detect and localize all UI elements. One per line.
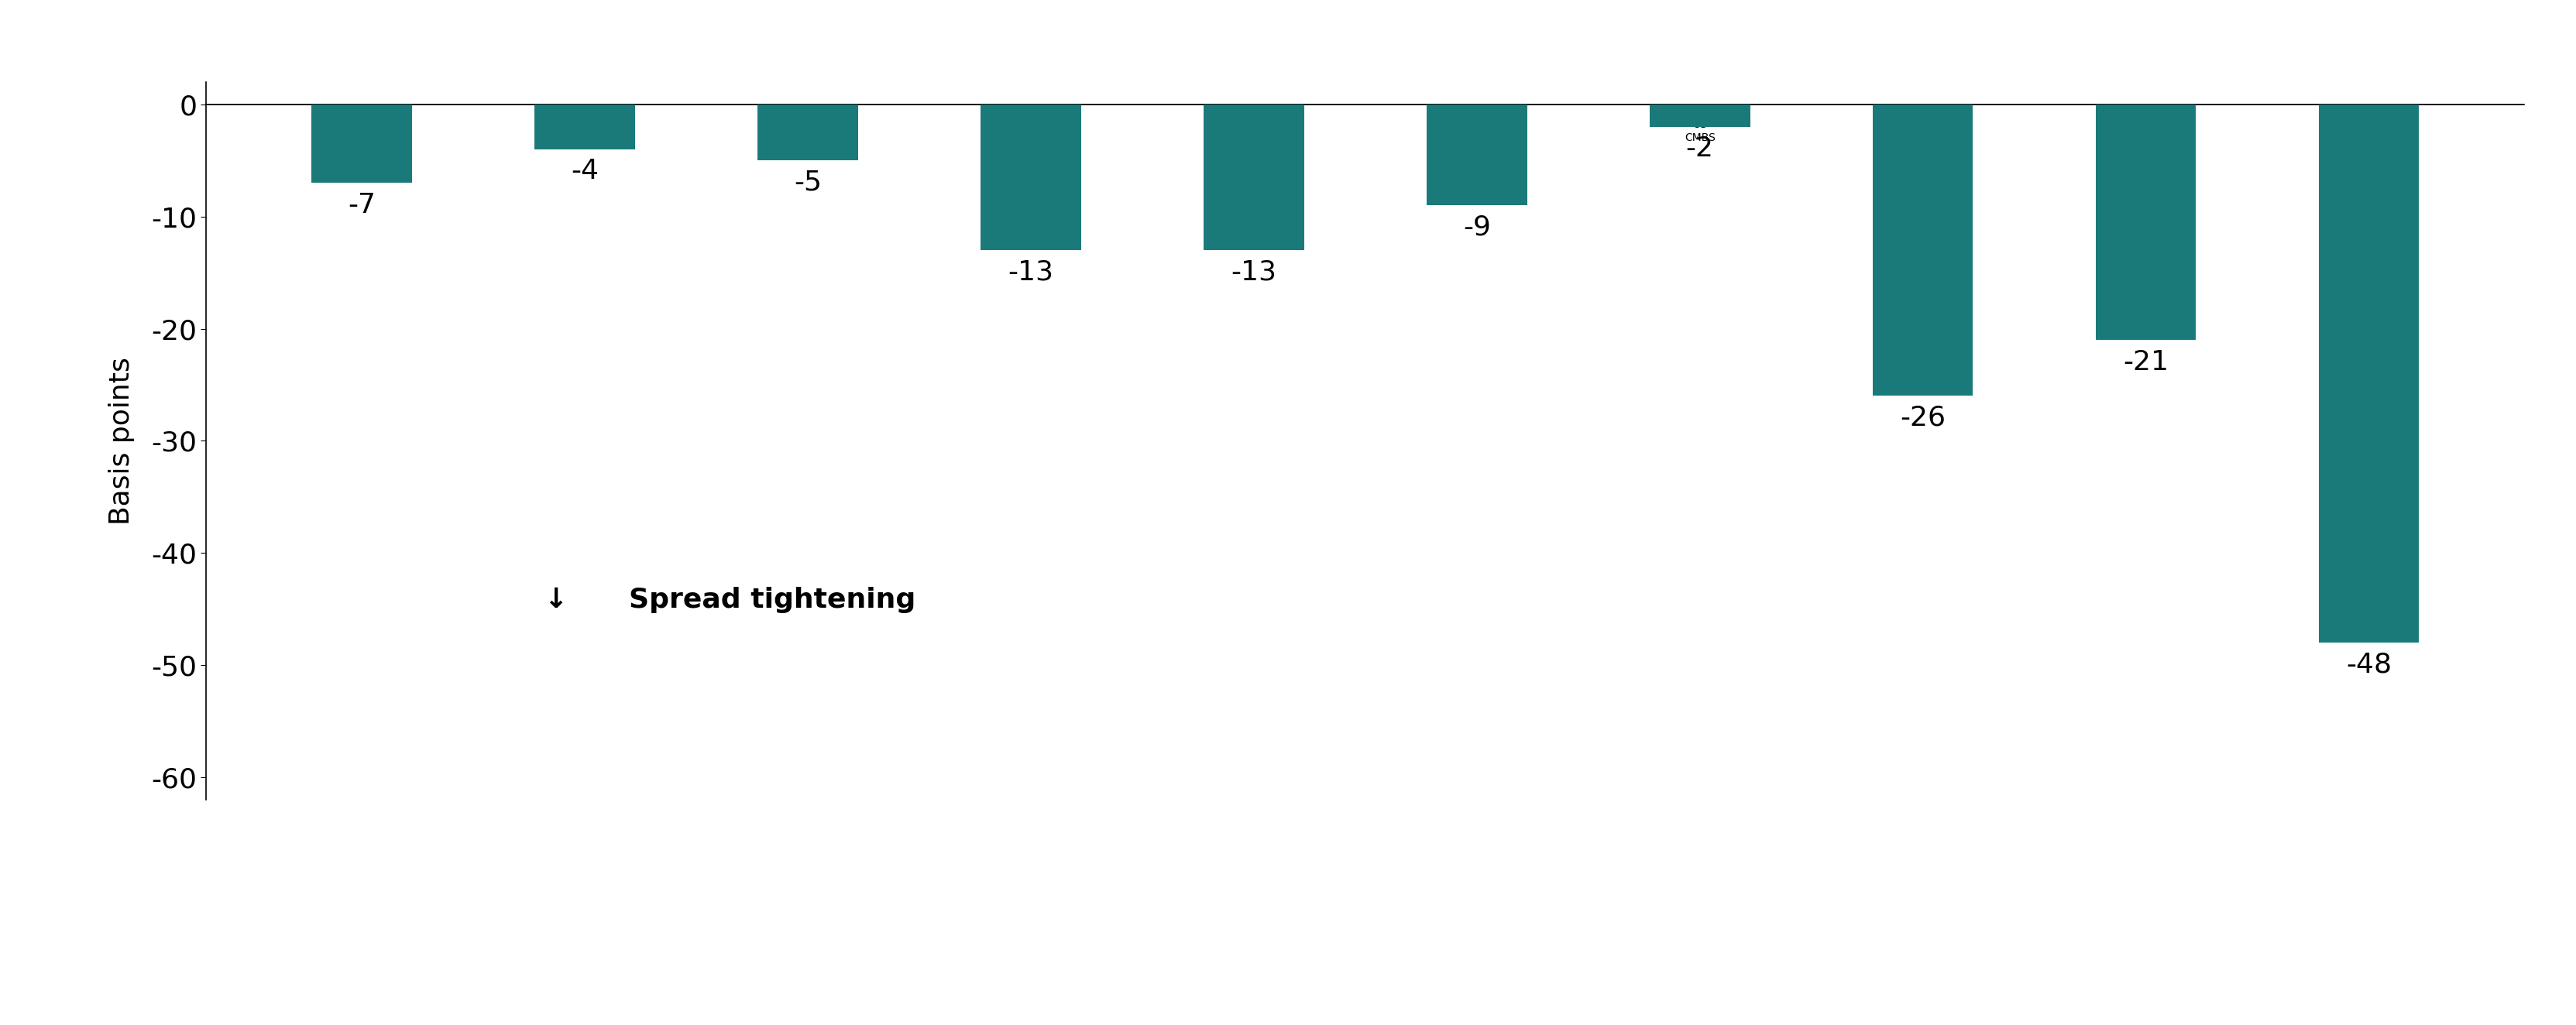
Bar — [1649, 105, 1749, 127]
Bar — [981, 105, 1082, 250]
Bar — [312, 105, 412, 182]
Y-axis label: Basis points: Basis points — [108, 357, 134, 525]
Text: -48: -48 — [2347, 652, 2391, 678]
Text: -9: -9 — [1463, 214, 1492, 241]
Bar — [2097, 105, 2197, 340]
Bar — [533, 105, 634, 150]
Text: -2: -2 — [1685, 135, 1713, 162]
Text: ↓: ↓ — [544, 586, 567, 613]
Bar — [1203, 105, 1303, 250]
Text: -26: -26 — [1901, 405, 1945, 432]
Text: -4: -4 — [572, 158, 598, 184]
Bar — [757, 105, 858, 161]
Text: -7: -7 — [348, 192, 376, 218]
Text: -5: -5 — [793, 169, 822, 196]
Text: Spread tightening: Spread tightening — [629, 586, 917, 613]
Text: -13: -13 — [1231, 259, 1278, 285]
Text: -13: -13 — [1007, 259, 1054, 285]
Text: -21: -21 — [2123, 349, 2169, 375]
Bar — [1427, 105, 1528, 205]
Bar — [2318, 105, 2419, 643]
Bar — [1873, 105, 1973, 396]
